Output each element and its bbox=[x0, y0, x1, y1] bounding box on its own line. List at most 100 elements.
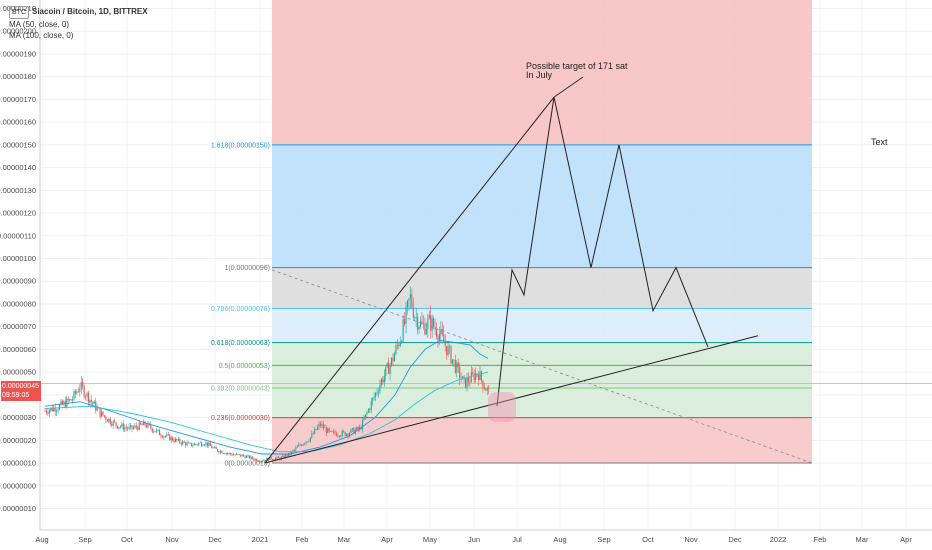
candle-body bbox=[264, 460, 266, 461]
candle-body bbox=[95, 401, 97, 411]
y-tick-label: 0.00000060 bbox=[0, 345, 36, 354]
candle-body bbox=[357, 427, 359, 430]
candle-body bbox=[386, 363, 388, 367]
candle-body bbox=[224, 453, 226, 455]
candle-body bbox=[153, 431, 155, 433]
candle-body bbox=[415, 316, 417, 318]
text-annotation[interactable]: Text bbox=[871, 137, 888, 147]
target-annotation-line1: Possible target of 171 sat bbox=[526, 61, 628, 71]
candle-body bbox=[283, 455, 285, 458]
y-tick-label: 0.00000080 bbox=[0, 299, 36, 308]
x-tick-label: Oct bbox=[642, 535, 655, 544]
candle-body bbox=[480, 371, 482, 381]
candle-body bbox=[296, 446, 298, 448]
candle-body bbox=[150, 424, 152, 429]
candle-body bbox=[434, 327, 436, 330]
candle-body bbox=[193, 443, 195, 446]
candle-body bbox=[440, 328, 442, 335]
x-tick-label: Aug bbox=[35, 535, 48, 544]
fib-zone bbox=[272, 388, 812, 418]
candle-body bbox=[389, 364, 391, 375]
candle-body bbox=[215, 447, 217, 449]
candle-body bbox=[219, 450, 221, 453]
candle-body bbox=[372, 398, 374, 402]
candle-body bbox=[125, 427, 127, 429]
countdown-timer: 09:59:05 bbox=[2, 392, 30, 399]
candle-body bbox=[338, 435, 340, 437]
candle-body bbox=[56, 410, 58, 412]
candle-body bbox=[185, 442, 187, 446]
y-tick-label: 0.00000150 bbox=[0, 140, 36, 149]
candle-body bbox=[86, 392, 88, 397]
candle-body bbox=[424, 323, 426, 335]
candle-body bbox=[87, 392, 90, 403]
candle-body bbox=[176, 438, 178, 441]
ma100-legend[interactable]: MA (100, close, 0) bbox=[9, 31, 74, 40]
candle-body bbox=[467, 377, 469, 383]
candle-body bbox=[425, 328, 427, 335]
candle-body bbox=[116, 425, 119, 429]
chart-title: Siacoin / Bitcoin, 1D, BITTREX bbox=[32, 7, 148, 16]
candle-body bbox=[145, 425, 148, 428]
candle-body bbox=[388, 363, 390, 375]
candle-body bbox=[225, 453, 227, 454]
candle-body bbox=[360, 427, 362, 430]
candle-body bbox=[375, 392, 377, 397]
candle-body bbox=[157, 429, 159, 431]
candle-body bbox=[290, 451, 293, 455]
candle-body bbox=[241, 454, 243, 457]
candle-body bbox=[45, 410, 47, 413]
candle-body bbox=[315, 428, 317, 430]
candle-body bbox=[246, 455, 248, 458]
candle-body bbox=[393, 354, 395, 362]
candle-body bbox=[273, 459, 275, 461]
candle-body bbox=[418, 326, 420, 330]
x-tick-label: Apr bbox=[381, 535, 393, 544]
candle-body bbox=[170, 437, 172, 441]
candle-body bbox=[470, 372, 472, 383]
candle-body bbox=[304, 443, 306, 445]
candle-body bbox=[237, 453, 239, 455]
fib-zones: 1.618(0.00000150) 1(0.00000096) 0.786(0.00… bbox=[40, 0, 932, 468]
support-trendline bbox=[264, 335, 759, 464]
candle-body bbox=[405, 306, 407, 324]
candle-body bbox=[347, 433, 349, 436]
candle-body bbox=[208, 442, 210, 446]
candle-body bbox=[63, 401, 65, 405]
y-tick-label: 0.00000170 bbox=[0, 95, 36, 104]
candle-body bbox=[221, 450, 223, 454]
candle-body bbox=[257, 461, 259, 462]
candle-body bbox=[121, 423, 123, 427]
candle-body bbox=[112, 421, 114, 426]
candle-body bbox=[441, 328, 443, 335]
candle-body bbox=[60, 401, 62, 405]
candle-body bbox=[61, 401, 63, 405]
candle-body bbox=[147, 423, 149, 428]
candle-body bbox=[130, 425, 132, 427]
currency-badge[interactable]: BTC bbox=[9, 6, 29, 19]
candle-body bbox=[438, 334, 440, 341]
candle-body bbox=[179, 438, 181, 443]
fib-level-label: 0.382(0.00000043) bbox=[211, 386, 270, 393]
x-tick-label: Nov bbox=[165, 535, 179, 544]
ma50-legend[interactable]: MA (50, close, 0) bbox=[9, 20, 70, 29]
candle-body bbox=[238, 454, 240, 456]
candle-body bbox=[350, 429, 352, 434]
y-tick-label: -0.00000010 bbox=[0, 504, 36, 513]
candle-body bbox=[482, 380, 484, 389]
candle-body bbox=[302, 444, 304, 446]
candle-body bbox=[486, 388, 488, 391]
candle-body bbox=[285, 454, 287, 458]
candle-body bbox=[58, 404, 61, 410]
candle-body bbox=[98, 407, 100, 409]
candle-body bbox=[395, 345, 397, 355]
x-tick-label: 2021 bbox=[252, 535, 269, 544]
x-tick-label: Jul bbox=[512, 535, 522, 544]
target-annotation-line2: In July bbox=[526, 70, 553, 80]
x-tick-label: Feb bbox=[814, 535, 827, 544]
candle-body bbox=[276, 457, 278, 459]
fib-level-label: 0.5(0.00000053) bbox=[219, 363, 270, 370]
candle-body bbox=[408, 298, 410, 301]
candle-body bbox=[132, 427, 134, 429]
